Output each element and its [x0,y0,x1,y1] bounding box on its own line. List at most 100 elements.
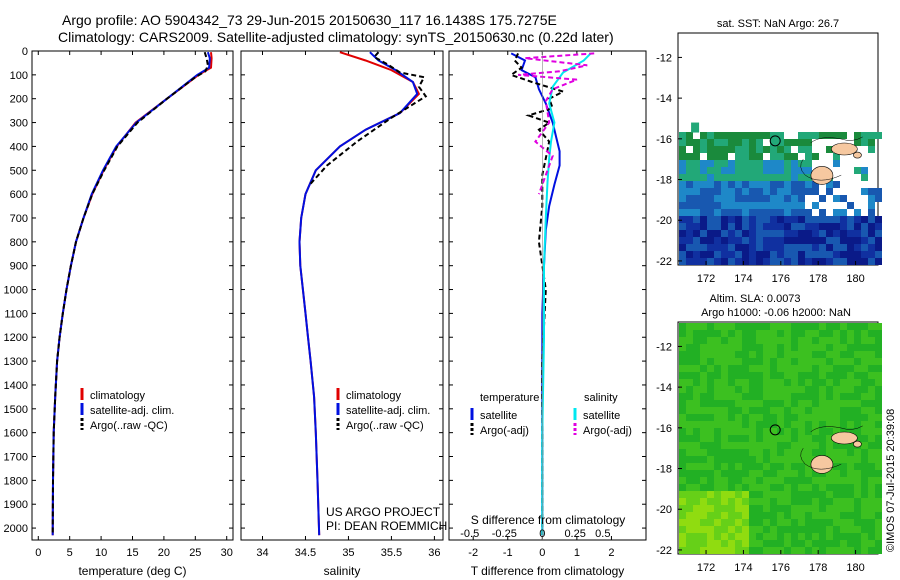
map-cell [735,372,742,379]
map-cell [679,365,686,372]
map-cell [756,188,763,195]
map-cell [812,526,819,533]
map-cell [812,379,819,386]
map-cell [763,230,770,237]
map-cell [763,244,770,251]
map-cell [819,414,826,421]
map-cell [679,181,686,188]
map-cell [826,547,833,554]
map-cell [693,330,700,337]
map-cell [854,505,861,512]
map-cell [742,323,749,330]
map-cell [714,456,721,463]
map-cell [875,195,882,202]
map-cell [714,449,721,456]
map-cell [798,230,805,237]
map-cell [770,146,777,153]
map-cell [868,491,875,498]
map-cell [875,400,882,407]
map-cell [763,449,770,456]
map-cell [749,449,756,456]
map-cell [805,358,812,365]
map-cell [693,449,700,456]
map-cell [819,251,826,258]
legend-label-0: climatology [346,390,402,402]
map-cell [693,323,700,330]
map-cell [840,372,847,379]
map-cell [693,209,700,216]
map-cell [693,414,700,421]
map-cell [826,428,833,435]
map-cell [819,223,826,230]
map-cell [805,498,812,505]
map-cell [805,505,812,512]
map-cell [735,202,742,209]
map-cell [791,547,798,554]
map-cell [693,174,700,181]
map-cell [679,223,686,230]
map-cell [763,174,770,181]
map-cell [812,244,819,251]
map-cell [777,351,784,358]
map-cell [707,181,714,188]
map-cell [812,400,819,407]
map-cell [770,498,777,505]
map-cell [784,160,791,167]
map-cell [784,223,791,230]
map-cell [819,323,826,330]
legend-title-temperature: temperature [480,392,539,404]
map-cell [791,181,798,188]
map-cell [861,258,868,265]
map-cell [833,344,840,351]
map-cell [756,442,763,449]
map-cell [854,344,861,351]
map-cell [686,526,693,533]
map-cell [742,442,749,449]
map-cell [861,330,868,337]
map-cell [735,139,742,146]
series-line-2 [309,51,428,186]
x2-tick-label: -0.5 [460,528,479,540]
map-cell [805,519,812,526]
map-cell [819,351,826,358]
x-tick-label: 180 [846,273,864,285]
argo-position-marker [769,135,781,147]
map-cell [728,244,735,251]
map-cell [791,463,798,470]
y-tick-label: -12 [656,52,672,64]
map-cell [819,526,826,533]
map-cell [714,202,721,209]
map-cell [826,449,833,456]
map-cell [735,323,742,330]
map-cell [686,153,693,160]
map-cell [770,358,777,365]
map-cell [840,337,847,344]
map-cell [735,132,742,139]
map-cell [812,323,819,330]
map-cell [868,237,875,244]
map-cell [854,258,861,265]
map-cell [728,505,735,512]
map-cell [833,195,840,202]
map-cell [861,167,868,174]
map-cell [868,477,875,484]
map-cell [847,512,854,519]
map-cell [714,258,721,265]
map-cell [826,526,833,533]
map-cell [875,435,882,442]
map-cell [770,153,777,160]
x-tick-label: 172 [697,273,715,285]
map-cell [700,195,707,202]
map-cell [840,449,847,456]
y-tick-label: 700 [10,213,28,225]
map-cell [742,209,749,216]
map-cell [686,379,693,386]
map-cell [700,442,707,449]
map-cell [686,463,693,470]
map-cell [728,146,735,153]
map-cell [875,372,882,379]
map-cell [749,435,756,442]
map-cell [749,428,756,435]
map-cell [784,174,791,181]
map-cell [812,407,819,414]
